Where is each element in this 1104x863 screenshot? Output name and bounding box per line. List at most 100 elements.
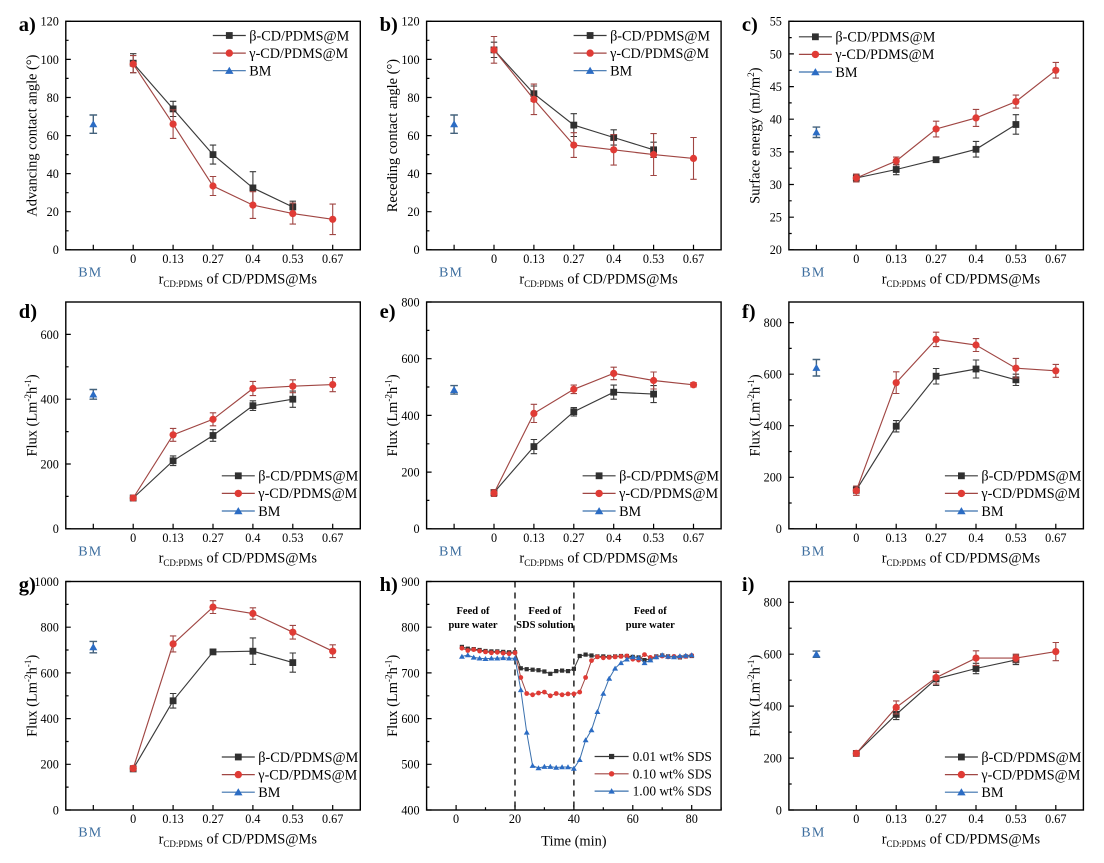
svg-text:BM: BM <box>801 544 825 559</box>
svg-text:0: 0 <box>53 803 59 817</box>
svg-text:0.53: 0.53 <box>643 531 664 545</box>
svg-text:γ-CD/PDMS@M: γ-CD/PDMS@M <box>980 486 1080 502</box>
svg-text:0: 0 <box>130 531 136 545</box>
svg-text:0.53: 0.53 <box>282 531 303 545</box>
svg-text:pure water: pure water <box>448 620 497 631</box>
svg-text:0.4: 0.4 <box>245 531 260 545</box>
svg-text:BM: BM <box>78 826 102 841</box>
svg-text:0.67: 0.67 <box>1045 252 1066 266</box>
svg-text:Flux (Lm-2h-1): Flux (Lm-2h-1) <box>384 655 402 737</box>
svg-text:0.67: 0.67 <box>322 252 343 266</box>
svg-text:γ-CD/PDMS@M: γ-CD/PDMS@M <box>618 486 718 502</box>
svg-text:0.27: 0.27 <box>202 252 223 266</box>
svg-text:30: 30 <box>770 178 782 192</box>
svg-text:60: 60 <box>407 129 419 143</box>
svg-text:0: 0 <box>453 812 459 826</box>
svg-text:0.4: 0.4 <box>606 531 621 545</box>
svg-text:0.4: 0.4 <box>245 812 260 826</box>
svg-text:0.27: 0.27 <box>925 531 946 545</box>
svg-text:600: 600 <box>764 368 782 382</box>
svg-text:0: 0 <box>776 522 782 536</box>
svg-text:0.4: 0.4 <box>968 531 983 545</box>
svg-text:600: 600 <box>41 328 59 342</box>
svg-text:SDS solution: SDS solution <box>516 620 574 631</box>
svg-text:0.67: 0.67 <box>322 812 343 826</box>
svg-text:Feed of: Feed of <box>457 606 490 617</box>
svg-text:Advancing contact angle (°): Advancing contact angle (°) <box>24 54 40 216</box>
svg-text:0.53: 0.53 <box>1005 531 1026 545</box>
svg-text:0.13: 0.13 <box>886 531 907 545</box>
svg-text:0.53: 0.53 <box>1005 812 1026 826</box>
svg-text:50: 50 <box>770 47 782 61</box>
svg-text:0.27: 0.27 <box>925 812 946 826</box>
svg-text:40: 40 <box>568 812 580 826</box>
svg-text:0.4: 0.4 <box>968 812 983 826</box>
svg-text:400: 400 <box>401 409 419 423</box>
svg-text:0.67: 0.67 <box>1045 812 1066 826</box>
svg-text:h): h) <box>380 574 398 596</box>
svg-text:Flux (Lm-2h-1): Flux (Lm-2h-1) <box>746 655 764 737</box>
svg-text:b): b) <box>380 14 398 36</box>
svg-text:BM: BM <box>981 504 1003 520</box>
svg-text:BM: BM <box>258 504 280 520</box>
svg-text:g): g) <box>19 574 36 596</box>
svg-text:γ-CD/PDMS@M: γ-CD/PDMS@M <box>609 46 709 62</box>
svg-text:i): i) <box>742 574 755 596</box>
svg-text:0: 0 <box>853 531 859 545</box>
svg-text:60: 60 <box>627 812 639 826</box>
svg-text:0: 0 <box>130 252 136 266</box>
svg-text:35: 35 <box>770 145 782 159</box>
svg-text:600: 600 <box>764 648 782 662</box>
svg-text:80: 80 <box>686 812 698 826</box>
svg-text:BM: BM <box>249 64 271 80</box>
svg-text:γ-CD/PDMS@M: γ-CD/PDMS@M <box>248 46 348 62</box>
svg-text:0.13: 0.13 <box>523 531 544 545</box>
svg-text:γ-CD/PDMS@M: γ-CD/PDMS@M <box>834 47 934 63</box>
svg-text:0.27: 0.27 <box>202 531 223 545</box>
svg-text:500: 500 <box>401 758 419 772</box>
svg-text:55: 55 <box>770 15 782 29</box>
svg-text:0: 0 <box>776 803 782 817</box>
svg-text:0: 0 <box>130 812 136 826</box>
svg-text:a): a) <box>19 14 36 36</box>
svg-text:Flux (Lm-2h-1): Flux (Lm-2h-1) <box>23 655 41 737</box>
svg-text:BM: BM <box>258 785 280 801</box>
svg-text:β-CD/PDMS@M: β-CD/PDMS@M <box>258 750 358 766</box>
svg-text:BM: BM <box>610 64 632 80</box>
svg-text:400: 400 <box>401 803 419 817</box>
svg-text:120: 120 <box>41 15 59 29</box>
svg-text:β-CD/PDMS@M: β-CD/PDMS@M <box>610 28 710 44</box>
svg-text:0.27: 0.27 <box>925 252 946 266</box>
svg-text:BM: BM <box>439 265 463 280</box>
svg-text:0: 0 <box>491 531 497 545</box>
svg-text:0.13: 0.13 <box>886 812 907 826</box>
svg-text:0: 0 <box>53 522 59 536</box>
svg-text:400: 400 <box>764 419 782 433</box>
svg-text:0.4: 0.4 <box>606 252 621 266</box>
svg-text:100: 100 <box>41 53 59 67</box>
svg-text:0.53: 0.53 <box>282 252 303 266</box>
svg-text:60: 60 <box>47 129 59 143</box>
svg-text:800: 800 <box>41 621 59 635</box>
svg-text:0.13: 0.13 <box>886 252 907 266</box>
svg-text:BM: BM <box>801 265 825 280</box>
svg-text:pure water: pure water <box>626 620 675 631</box>
svg-text:200: 200 <box>41 457 59 471</box>
svg-text:0.27: 0.27 <box>202 812 223 826</box>
svg-text:Surface energy (mJ/m2): Surface energy (mJ/m2) <box>746 67 764 203</box>
svg-text:BM: BM <box>439 544 463 559</box>
svg-text:80: 80 <box>47 91 59 105</box>
svg-text:0.13: 0.13 <box>162 252 183 266</box>
svg-text:0.4: 0.4 <box>968 252 983 266</box>
svg-text:200: 200 <box>764 471 782 485</box>
svg-text:rCD:PDMS of CD/PDMS@Ms: rCD:PDMS of CD/PDMS@Ms <box>519 271 678 289</box>
svg-text:400: 400 <box>764 700 782 714</box>
svg-text:γ-CD/PDMS@M: γ-CD/PDMS@M <box>980 767 1080 783</box>
svg-text:20: 20 <box>509 812 521 826</box>
svg-text:0.53: 0.53 <box>282 812 303 826</box>
svg-text:400: 400 <box>41 393 59 407</box>
svg-text:Receding contact angle (°): Receding contact angle (°) <box>385 59 401 212</box>
svg-text:f): f) <box>742 301 756 323</box>
svg-text:0.53: 0.53 <box>643 252 664 266</box>
svg-text:800: 800 <box>764 316 782 330</box>
